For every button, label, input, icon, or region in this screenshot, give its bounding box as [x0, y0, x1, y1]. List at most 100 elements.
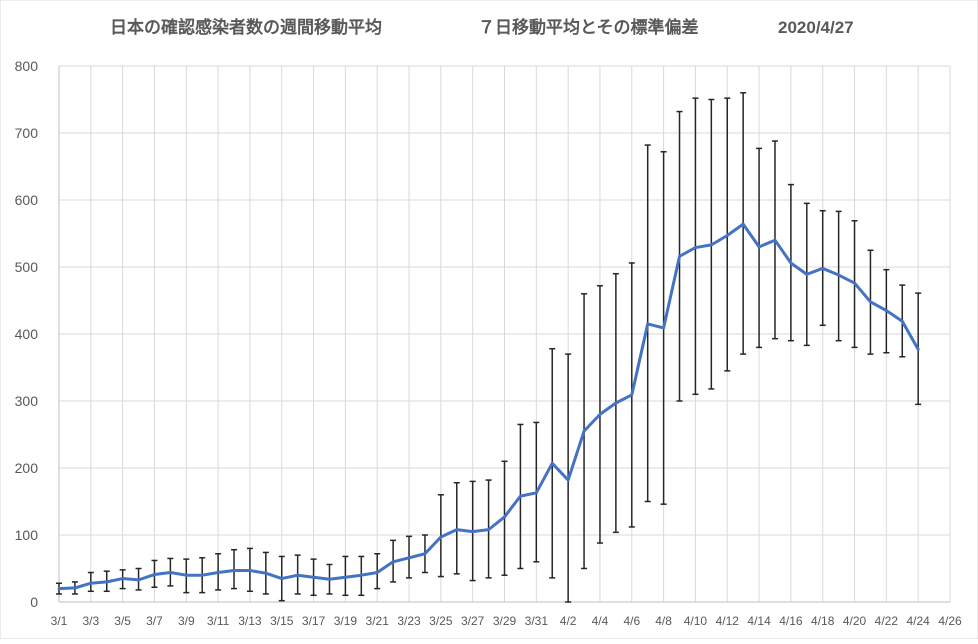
data-point: [73, 586, 77, 590]
chart-title: 日本の確認感染者数の週間移動平均: [110, 17, 382, 37]
data-point: [391, 560, 395, 563]
x-tick-label: 4/14: [747, 614, 771, 628]
x-tick-label: 4/26: [938, 614, 962, 628]
data-point: [153, 573, 156, 576]
x-tick-label: 4/2: [560, 614, 577, 628]
x-tick-label: 3/19: [334, 614, 358, 628]
data-point: [121, 577, 124, 580]
chart-subtitle: ７日移動平均とその標準偏差: [478, 17, 699, 37]
x-tick-label: 3/21: [366, 614, 390, 628]
x-tick-label: 3/29: [493, 614, 517, 628]
data-point: [248, 569, 252, 572]
x-tick-label: 3/1: [51, 614, 68, 628]
x-tick-label: 4/4: [592, 614, 609, 628]
data-point: [598, 413, 602, 416]
data-point: [741, 222, 745, 226]
data-point: [535, 491, 538, 494]
data-point: [487, 528, 490, 531]
y-tick-label: 400: [15, 326, 39, 342]
x-tick-label: 4/16: [779, 614, 803, 628]
data-point: [200, 574, 204, 577]
data-point: [566, 478, 570, 482]
data-point: [407, 556, 411, 559]
data-point: [646, 322, 649, 326]
data-point: [853, 281, 856, 285]
data-point: [885, 309, 888, 312]
data-point: [280, 577, 283, 580]
data-point: [805, 273, 809, 276]
y-tick-label: 200: [15, 460, 39, 476]
data-point: [837, 273, 840, 277]
data-point: [439, 535, 443, 539]
data-point: [89, 582, 93, 585]
data-point: [57, 587, 61, 590]
data-point: [312, 576, 315, 579]
data-point: [789, 261, 793, 265]
data-point: [216, 571, 220, 574]
data-point: [185, 574, 188, 577]
x-tick-label: 3/7: [146, 614, 163, 628]
data-point: [232, 569, 236, 572]
x-tick-label: 3/23: [397, 614, 421, 628]
y-tick-label: 800: [15, 58, 39, 74]
x-tick-label: 3/25: [429, 614, 453, 628]
x-tick-label: 3/11: [207, 614, 230, 628]
x-tick-label: 4/20: [843, 614, 867, 628]
data-point: [519, 494, 522, 498]
data-point: [916, 348, 920, 351]
data-point: [901, 320, 904, 323]
data-point: [296, 574, 299, 577]
x-tick-label: 3/31: [525, 614, 549, 628]
y-tick-label: 500: [15, 259, 39, 275]
x-tick-label: 3/9: [178, 614, 195, 628]
data-point: [360, 574, 363, 577]
x-tick-label: 4/22: [875, 614, 899, 628]
data-point: [423, 552, 427, 555]
x-tick-label: 4/12: [716, 614, 740, 628]
x-tick-label: 4/10: [684, 614, 708, 628]
axes: [58, 66, 950, 603]
data-point: [455, 528, 458, 531]
data-point: [503, 515, 506, 519]
data-point: [264, 571, 268, 575]
data-point: [773, 239, 777, 242]
data-point: [821, 267, 824, 270]
data-point: [169, 571, 172, 574]
chart-date: 2020/4/27: [778, 18, 854, 37]
data-point: [662, 326, 665, 330]
x-tick-label: 4/8: [655, 614, 672, 628]
data-point: [137, 578, 140, 582]
data-point: [694, 246, 697, 249]
data-point: [471, 530, 474, 533]
x-tick-label: 3/3: [82, 614, 99, 628]
title-block: 日本の確認感染者数の週間移動平均 ７日移動平均とその標準偏差 2020/4/27: [110, 17, 854, 37]
x-tick-label: 3/5: [114, 614, 131, 628]
x-tick-label: 4/6: [623, 614, 640, 628]
x-tick-label: 4/18: [811, 614, 835, 628]
data-point: [757, 245, 761, 249]
data-point: [630, 393, 633, 397]
x-tick-label: 3/13: [238, 614, 262, 628]
x-tick-label: 3/27: [461, 614, 485, 628]
x-tick-label: 4/24: [906, 614, 930, 628]
y-tick-label: 100: [15, 527, 39, 543]
y-tick-label: 300: [15, 393, 39, 409]
y-tick-label: 700: [15, 125, 39, 141]
data-point: [614, 401, 618, 405]
data-point: [328, 578, 331, 581]
data-point: [376, 571, 379, 574]
y-tick-label: 600: [15, 192, 39, 208]
data-point: [582, 429, 586, 433]
data-point: [678, 255, 681, 258]
y-tick-label: 0: [30, 594, 38, 610]
tick-labels: 0 100 200 300 400 500 600 700 800 3/1 3/3 3/5 3/7 3/9…: [15, 58, 962, 628]
data-point: [105, 580, 108, 584]
data-point: [710, 243, 713, 247]
data-point: [726, 234, 729, 237]
data-point: [344, 576, 347, 579]
data-point: [551, 462, 554, 465]
x-tick-label: 3/17: [302, 614, 326, 628]
x-tick-label: 3/15: [270, 614, 294, 628]
